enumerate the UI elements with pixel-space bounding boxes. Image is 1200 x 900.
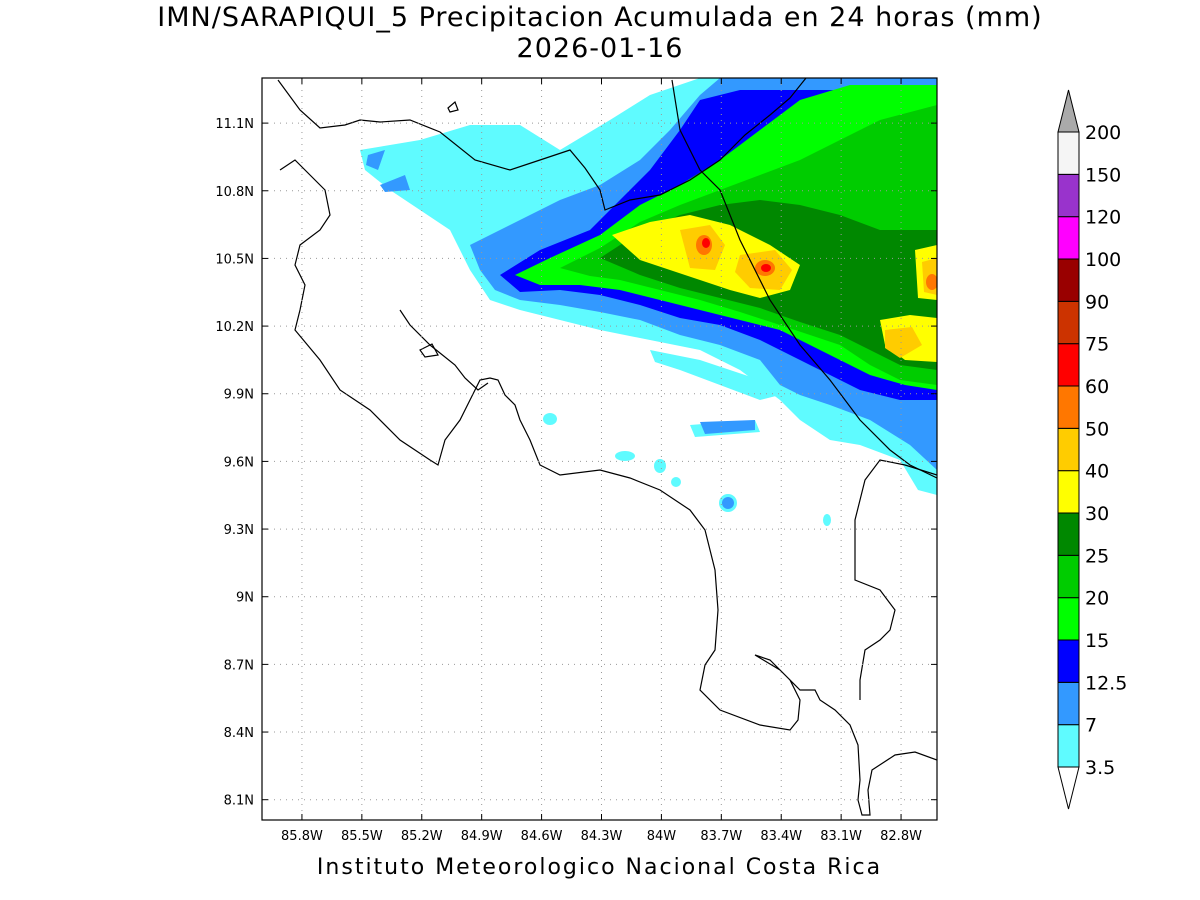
lon-tick-label: 84.9W — [461, 829, 503, 844]
colorbar-level-label: 50 — [1085, 418, 1109, 440]
lon-tick-label: 85.2W — [401, 829, 443, 844]
coastline — [277, 78, 937, 816]
colorbar-swatch — [1057, 512, 1080, 556]
colorbar: 3.5 7 12.5 15 20 25 30 40 50 60 75 90 100 120 150 200 — [1057, 89, 1127, 810]
precip-3.5mm-region — [543, 413, 557, 425]
colorbar-level-label: 30 — [1085, 503, 1109, 525]
lon-tick-label: 85.8W — [281, 829, 323, 844]
colorbar-swatch — [1057, 554, 1080, 599]
precip-7mm-region — [722, 497, 734, 509]
precip-3.5mm-region — [650, 350, 780, 400]
map-axes: 11.1N 10.8N 10.5N 10.2N 9.9N 9.6N 9.3N 9N 8.7N 8.… — [215, 78, 937, 844]
colorbar-level-label: 40 — [1085, 461, 1109, 483]
lat-tick-label: 10.8N — [215, 185, 254, 200]
lat-tick-label: 10.2N — [215, 320, 254, 335]
colorbar-swatch — [1057, 724, 1080, 768]
precipitation-field — [360, 78, 937, 526]
colorbar-swatch — [1057, 131, 1080, 175]
lat-tick-label: 11.1N — [215, 117, 254, 132]
colorbar-bottom-arrow — [1057, 766, 1080, 810]
lat-tick-label: 9N — [236, 591, 254, 606]
coastline-caribbean — [671, 79, 937, 479]
colorbar-level-label: 90 — [1085, 291, 1109, 313]
precip-7mm-region — [700, 420, 755, 434]
lat-tick-label: 9.3N — [224, 523, 254, 538]
lon-tick-label: 83.1W — [820, 829, 862, 844]
colorbar-swatch — [1057, 343, 1080, 387]
lat-tick-label: 8.7N — [224, 658, 254, 673]
map-date: 2026-01-16 — [516, 33, 684, 64]
island-chira — [419, 343, 439, 358]
lon-tick-label: 84.6W — [521, 829, 563, 844]
colorbar-swatch — [1057, 470, 1080, 514]
precip-3.5mm-region — [823, 514, 831, 526]
colorbar-level-label: 12.5 — [1085, 672, 1127, 694]
island-ometepe — [447, 100, 459, 113]
coastline-pacific — [279, 159, 937, 816]
lon-tick-label: 83.4W — [760, 829, 802, 844]
lon-tick-label: 84.3W — [581, 829, 623, 844]
colorbar-swatch — [1057, 300, 1080, 345]
map-grid — [262, 78, 937, 820]
precip-50mm-region — [926, 274, 937, 290]
colorbar-swatch — [1057, 427, 1080, 472]
coastline-nicaragua-border — [277, 78, 807, 211]
lat-tick-label: 10.5N — [215, 252, 254, 267]
colorbar-swatch — [1057, 216, 1080, 260]
colorbar-level-label: 7 — [1085, 715, 1097, 737]
lon-tick-label: 85.5W — [341, 829, 383, 844]
precip-60mm-region — [702, 238, 710, 248]
precip-60mm-region — [761, 264, 771, 272]
colorbar-level-label: 3.5 — [1085, 757, 1115, 779]
colorbar-level-label: 200 — [1085, 122, 1121, 144]
lat-tick-label: 8.1N — [224, 794, 254, 809]
coastline-panama-border — [854, 459, 937, 700]
colorbar-swatch — [1057, 597, 1080, 641]
lon-tick-label: 84W — [647, 829, 677, 844]
precip-7mm-region — [380, 175, 410, 192]
footer-credit: Instituto Meteorologico Nacional Costa R… — [316, 855, 883, 880]
precip-3.5mm-region — [615, 451, 635, 461]
colorbar-level-label: 20 — [1085, 588, 1109, 610]
map-frame — [261, 77, 938, 821]
lon-tick-label: 82.8W — [880, 829, 922, 844]
precip-3.5mm-region — [671, 477, 681, 487]
lat-tick-label: 8.4N — [224, 726, 254, 741]
colorbar-level-label: 150 — [1085, 164, 1121, 186]
precip-3.5mm-region — [654, 459, 666, 473]
precip-40mm-region — [885, 327, 922, 358]
colorbar-level-label: 60 — [1085, 376, 1109, 398]
colorbar-swatch — [1057, 258, 1080, 302]
lat-tick-label: 9.6N — [224, 455, 254, 470]
colorbar-swatch — [1057, 173, 1080, 218]
lon-tick-label: 83.7W — [700, 829, 742, 844]
colorbar-swatch — [1057, 385, 1080, 429]
colorbar-level-label: 100 — [1085, 249, 1121, 271]
colorbar-level-label: 120 — [1085, 207, 1121, 229]
colorbar-level-label: 15 — [1085, 630, 1109, 652]
colorbar-swatch — [1057, 681, 1080, 726]
coastline-nicoya-gulf — [399, 309, 489, 391]
colorbar-top-arrow — [1057, 89, 1080, 133]
colorbar-swatch — [1057, 639, 1080, 683]
precip-7mm-region — [366, 150, 385, 170]
colorbar-level-label: 75 — [1085, 334, 1109, 356]
lat-tick-label: 9.9N — [224, 388, 254, 403]
colorbar-level-label: 25 — [1085, 545, 1109, 567]
map-title: IMN/SARAPIQUI_5 Precipitacion Acumulada … — [157, 2, 1043, 33]
